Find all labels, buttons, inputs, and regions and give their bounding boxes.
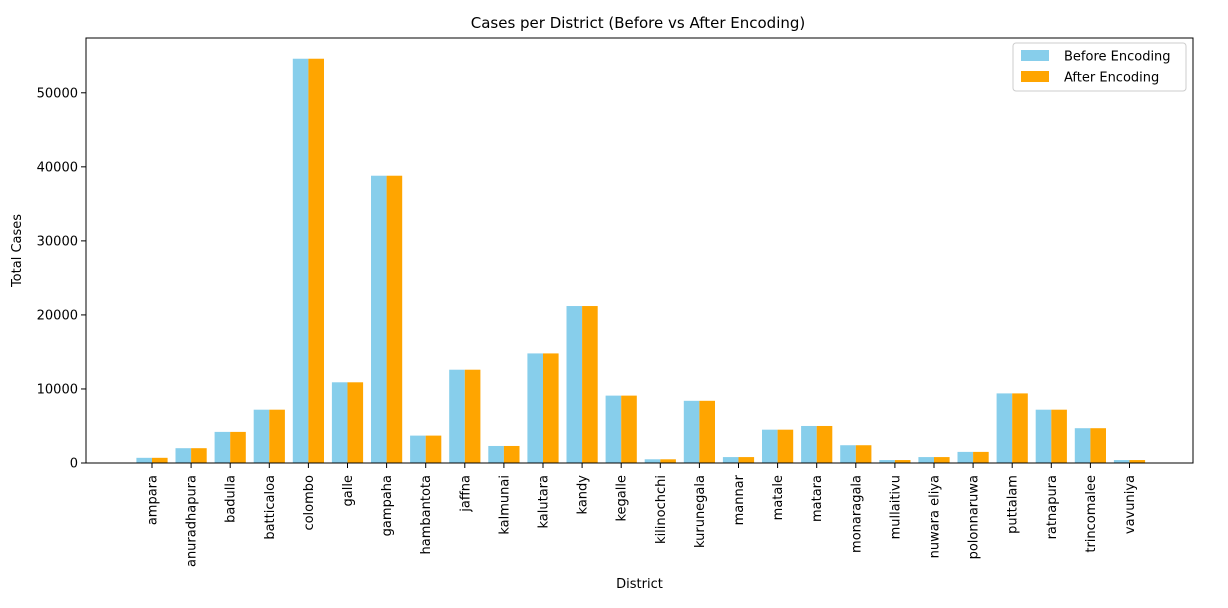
bar-before-jaffna	[449, 369, 465, 463]
bar-after-anuradhapura	[191, 448, 207, 463]
x-tick-label: puttalam	[1006, 475, 1021, 534]
y-tick-label: 0	[70, 457, 78, 472]
x-tick-label: trincomalee	[1084, 475, 1099, 553]
bar-before-kilinochchi	[644, 459, 661, 463]
x-tick-label: jaffna	[458, 475, 473, 513]
y-tick-label: 20000	[37, 308, 78, 323]
x-tick-label: kalmunai	[497, 475, 512, 535]
x-tick-label: gampaha	[380, 475, 395, 536]
x-tick-label: polonnaruwa	[967, 475, 982, 559]
bar-before-matara	[801, 425, 817, 463]
legend-label: After Encoding	[1064, 71, 1159, 86]
x-tick-label: anuradhapura	[185, 475, 200, 567]
bar-after-ampara	[152, 457, 168, 463]
bar-after-hambantota	[425, 435, 442, 463]
x-tick-label: mullaitivu	[888, 475, 903, 539]
bar-before-nuwara-eliya	[918, 457, 934, 463]
y-axis: 0 10000 20000 30000 40000 50000	[37, 86, 86, 472]
legend-label: Before Encoding	[1064, 50, 1171, 65]
bar-before-vavuniya	[1113, 460, 1130, 463]
bar-after-matale	[777, 429, 794, 463]
bar-after-monaragala	[855, 445, 872, 463]
bar-before-polonnaruwa	[957, 451, 974, 463]
bar-after-kegalle	[621, 395, 637, 463]
x-tick-label: matale	[771, 475, 786, 520]
bar-before-hambantota	[410, 435, 426, 463]
bar-before-trincomalee	[1074, 428, 1091, 463]
bar-before-mannar	[722, 457, 739, 463]
x-tick-label: kalutara	[537, 475, 552, 529]
bar-after-vavuniya	[1129, 460, 1146, 463]
bar-before-kegalle	[605, 395, 622, 463]
bar-before-mullaitivu	[879, 460, 895, 463]
x-tick-label: nuwara eliya	[928, 475, 943, 558]
bar-after-mannar	[738, 457, 755, 463]
y-tick-label: 10000	[37, 382, 78, 397]
bar-before-monaragala	[840, 445, 856, 463]
bar-before-ratnapura	[1035, 409, 1052, 463]
x-tick-label: matara	[810, 475, 825, 522]
bar-after-kilinochchi	[660, 459, 676, 463]
bar-before-badulla	[214, 431, 231, 463]
bar-after-badulla	[230, 431, 246, 463]
legend-swatch	[1021, 50, 1049, 61]
bar-after-nuwara-eliya	[934, 457, 950, 463]
x-tick-label: batticaloa	[263, 475, 278, 540]
x-tick-label: kegalle	[615, 475, 630, 522]
plot-area	[136, 58, 1146, 463]
y-tick-label: 40000	[37, 160, 78, 175]
bar-before-kandy	[566, 306, 583, 463]
bar-before-colombo	[292, 58, 309, 463]
x-tick-label: ratnapura	[1045, 475, 1060, 539]
bar-before-ampara	[136, 457, 152, 463]
legend-box	[1012, 42, 1187, 92]
bar-after-jaffna	[464, 369, 481, 463]
x-tick-label: ampara	[146, 475, 161, 525]
bar-before-kurunegala	[683, 400, 700, 463]
x-tick-label: monaragala	[849, 475, 864, 553]
bar-before-galle	[331, 382, 348, 463]
y-tick-label: 30000	[37, 234, 78, 249]
bar-after-mullaitivu	[894, 460, 911, 463]
legend-swatch	[1021, 71, 1049, 82]
x-tick-label: mannar	[732, 474, 747, 525]
bar-after-galle	[347, 382, 364, 463]
y-axis-label: Total Cases	[10, 214, 25, 288]
bar-after-matara	[816, 425, 833, 463]
legend: Before Encoding After Encoding	[1012, 42, 1187, 92]
bar-after-batticaloa	[269, 409, 285, 463]
bar-before-kalutara	[527, 353, 543, 463]
bar-after-gampaha	[386, 175, 403, 463]
bar-after-kalutara	[543, 353, 559, 463]
bar-before-puttalam	[996, 393, 1013, 463]
x-tick-label: galle	[341, 475, 356, 506]
bar-after-kurunegala	[699, 400, 715, 463]
bar-before-kalmunai	[488, 445, 504, 463]
x-tick-label: kurunegala	[693, 475, 708, 548]
bar-after-kandy	[582, 306, 598, 463]
plot-frame	[85, 37, 1194, 464]
y-tick-label: 50000	[37, 86, 78, 101]
x-tick-label: hambantota	[419, 475, 434, 554]
x-axis: ampara anuradhapura badulla batticaloa colom…	[146, 463, 1138, 567]
chart-title: Cases per District (Before vs After Enco…	[471, 14, 806, 32]
bar-after-kalmunai	[503, 445, 520, 463]
x-tick-label: kilinochchi	[654, 475, 669, 544]
x-tick-label: vavuniya	[1123, 475, 1138, 534]
bar-before-matale	[762, 429, 778, 463]
x-tick-label: colombo	[302, 475, 317, 531]
x-tick-label: badulla	[224, 475, 239, 523]
bar-before-gampaha	[371, 175, 387, 463]
bar-before-batticaloa	[253, 409, 270, 463]
bar-after-polonnaruwa	[973, 451, 989, 463]
bar-after-puttalam	[1012, 393, 1028, 463]
x-tick-label: kandy	[576, 475, 591, 515]
bar-before-anuradhapura	[175, 448, 192, 463]
x-axis-label: District	[616, 577, 663, 592]
bar-after-ratnapura	[1051, 409, 1067, 463]
bar-after-trincomalee	[1090, 428, 1106, 463]
bar-after-colombo	[308, 58, 324, 463]
